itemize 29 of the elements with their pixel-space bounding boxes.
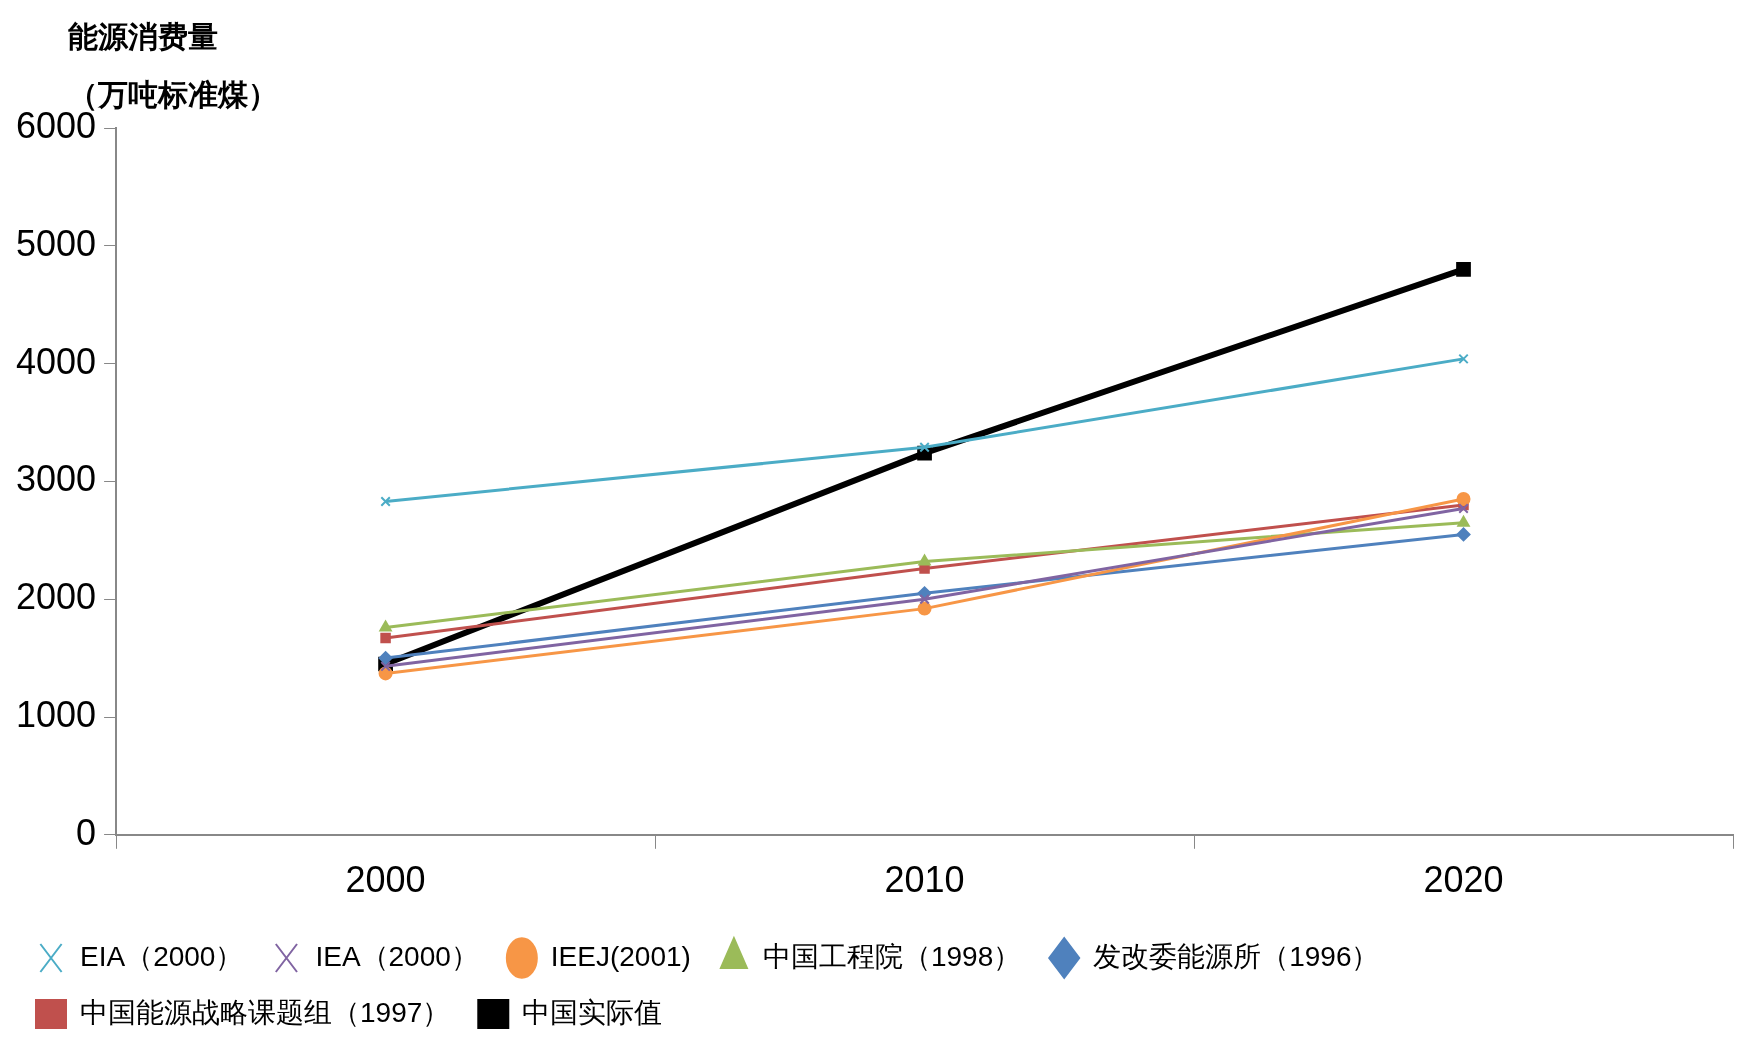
y-tick-label: 5000 bbox=[15, 222, 97, 264]
legend-label: IEA（2000） bbox=[315, 940, 479, 972]
point bbox=[379, 620, 392, 632]
point bbox=[1458, 503, 1469, 514]
legend-label: 中国能源战略课题组（1997） bbox=[80, 996, 451, 1028]
point bbox=[917, 601, 932, 616]
x-tick-label: 2010 bbox=[884, 859, 965, 901]
y-tick-label: 1000 bbox=[15, 693, 97, 735]
point bbox=[378, 651, 393, 666]
y-tick-label: 3000 bbox=[15, 458, 97, 500]
y-tick-label: 2000 bbox=[15, 576, 97, 618]
legend-label: EIA（2000） bbox=[80, 940, 244, 972]
y-tick-label: 4000 bbox=[15, 340, 97, 382]
y-tick-label: 0 bbox=[76, 811, 97, 853]
point bbox=[1456, 262, 1471, 277]
x-tick-label: 2020 bbox=[1423, 859, 1504, 901]
point bbox=[380, 496, 391, 507]
point bbox=[380, 632, 391, 644]
point bbox=[1456, 527, 1471, 542]
point bbox=[919, 593, 930, 605]
legend-label: 中国实际值 bbox=[522, 996, 663, 1028]
x-tick-label: 2000 bbox=[345, 859, 426, 901]
legend-label: 发改委能源所（1996） bbox=[1093, 940, 1380, 972]
point bbox=[918, 554, 931, 566]
point bbox=[1457, 515, 1470, 527]
point bbox=[1456, 492, 1471, 507]
legend-label: 中国工程院（1998） bbox=[762, 940, 1022, 972]
legend-label: IEEJ(2001) bbox=[550, 940, 691, 972]
point bbox=[1458, 353, 1469, 365]
